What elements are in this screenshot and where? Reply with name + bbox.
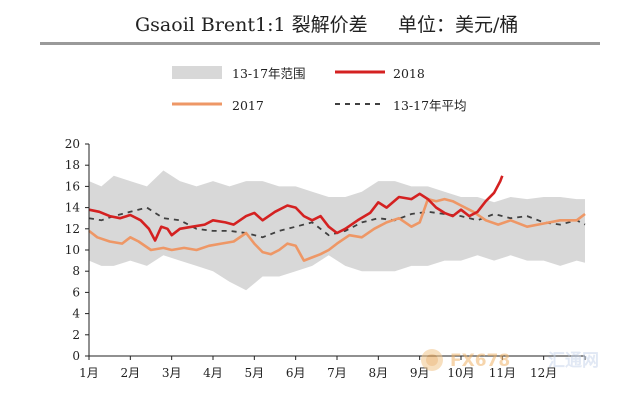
series-line-y2017 (88, 197, 586, 262)
x-tick-label: 12月 (530, 366, 557, 380)
x-tick-label: 1月 (79, 366, 99, 380)
legend: 13-17年范围 2018 2017 13-17年平均 (172, 66, 467, 113)
x-tick-label: 11月 (489, 366, 516, 380)
y-tick-label: 14 (65, 201, 81, 215)
series-layer (88, 175, 586, 262)
x-tick-label: 3月 (162, 366, 182, 380)
y-tick-label: 2 (72, 328, 80, 342)
x-tick-label: 2月 (121, 366, 141, 380)
y-tick-label: 4 (72, 307, 80, 321)
series-line-y2018 (88, 175, 504, 242)
legend-label-avg: 13-17年平均 (393, 98, 467, 113)
x-tick-label: 6月 (286, 366, 306, 380)
y-tick-label: 18 (65, 158, 80, 172)
y-tick-label: 16 (65, 179, 80, 193)
y-tick-label: 0 (72, 349, 80, 363)
watermark-brand-cn: 汇通网 (548, 351, 599, 371)
unit-label: 单位：美元/桶 (398, 14, 519, 36)
range-band (89, 170, 585, 291)
y-tick-label: 20 (65, 137, 80, 151)
x-tick-label: 10月 (447, 366, 474, 380)
y-tick-label: 12 (65, 222, 80, 236)
title-rule (40, 42, 600, 45)
legend-label-range: 13-17年范围 (232, 66, 306, 81)
x-tick-label: 5月 (245, 366, 265, 380)
chart-title: Gsaoil Brent1:1 裂解价差 (135, 14, 368, 36)
x-tick-label: 7月 (327, 366, 347, 380)
x-tick-label: 8月 (369, 366, 389, 380)
watermark-brand: FX678 (450, 351, 510, 371)
legend-swatch-range (172, 66, 222, 79)
y-ticks: 0 2 4 6 8 10 12 14 16 18 20 (65, 137, 89, 363)
x-ticks: 1月 2月 3月 4月 5月 6月 7月 8月 9月 10月 11月 12月 (79, 356, 586, 380)
y-tick-label: 10 (65, 243, 80, 257)
y-tick-label: 8 (72, 264, 80, 278)
chart-header: Gsaoil Brent1:1 裂解价差 单位：美元/桶 (0, 0, 640, 40)
watermark-globe-core-icon (426, 354, 438, 366)
watermark: FX678 汇通网 (421, 349, 599, 371)
x-tick-label: 9月 (410, 366, 430, 380)
legend-label-2017: 2017 (232, 98, 264, 113)
x-tick-label: 4月 (203, 366, 223, 380)
y-tick-label: 6 (72, 285, 80, 299)
legend-label-2018: 2018 (393, 66, 425, 81)
